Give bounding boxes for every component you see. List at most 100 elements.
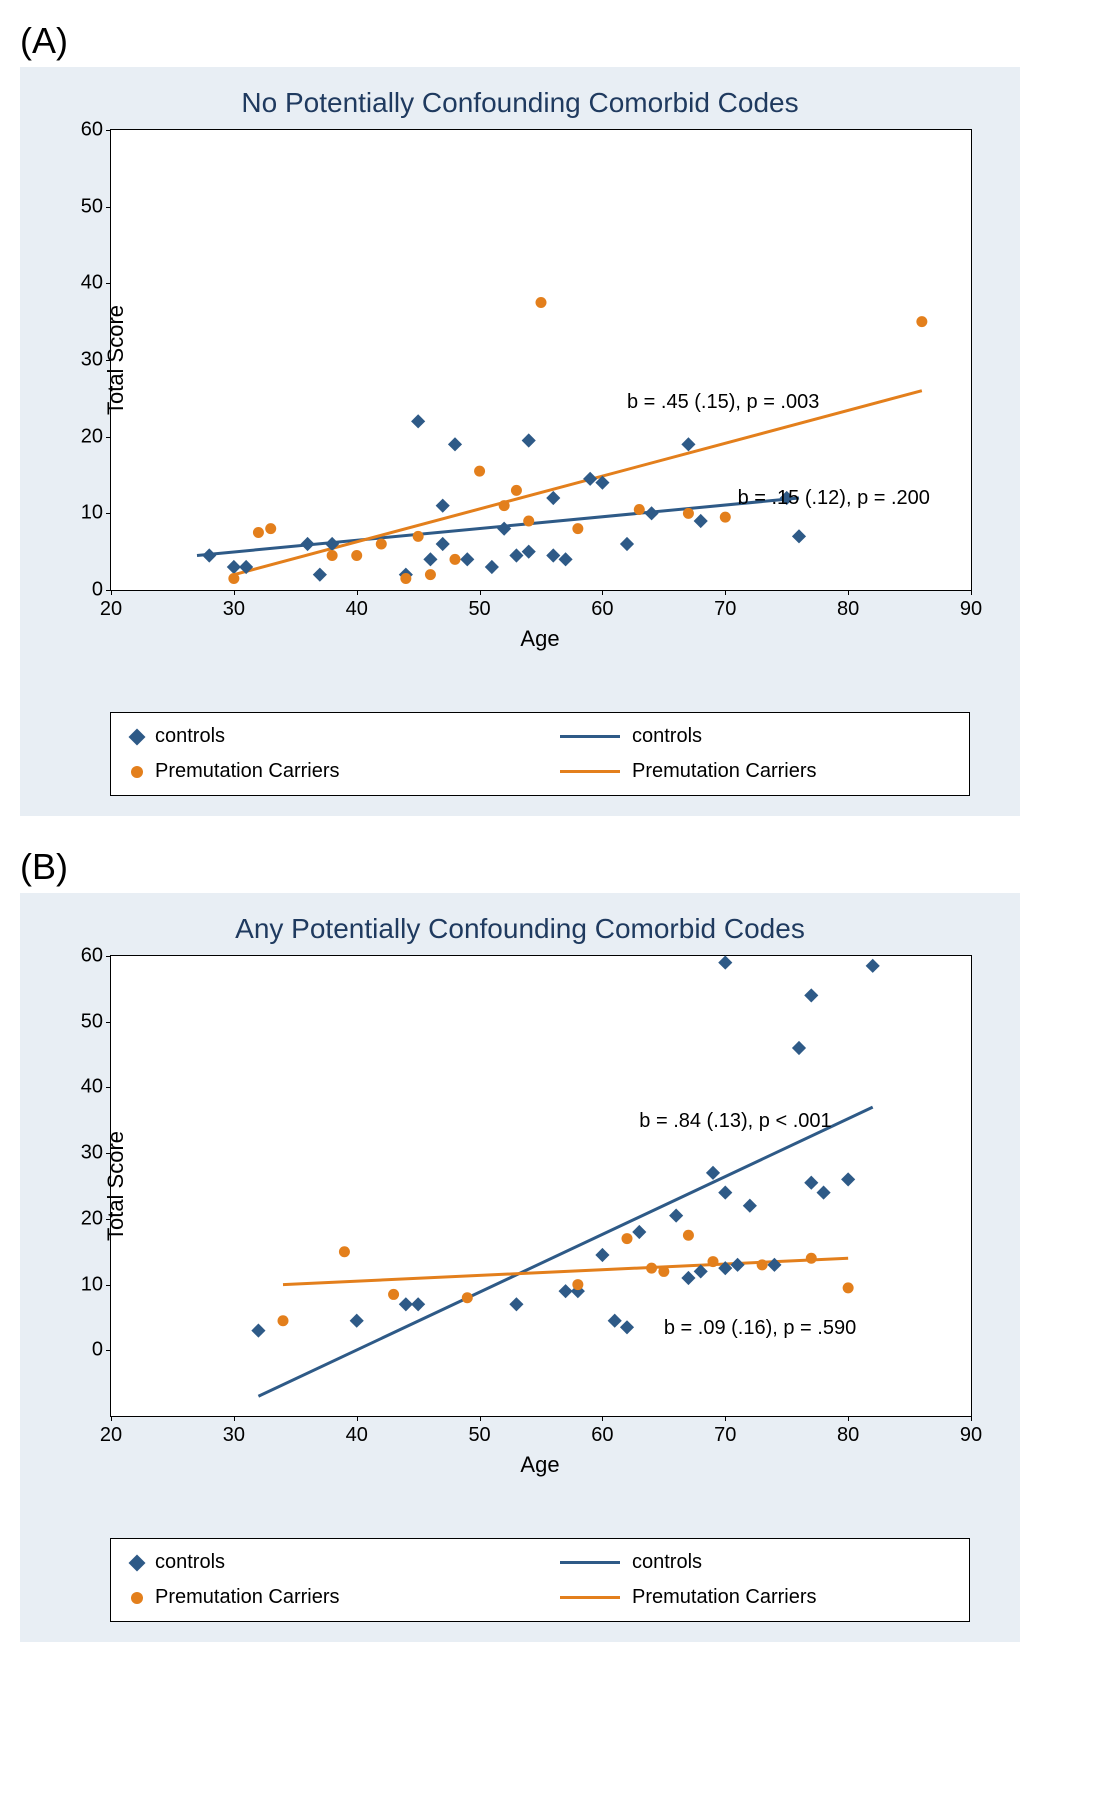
data-point-diamond [399,1297,413,1311]
x-tick-label: 40 [346,1424,368,1447]
x-tick [234,1416,235,1421]
y-tick-label: 40 [81,1076,103,1099]
y-tick-label: 30 [81,349,103,372]
data-point-diamond [485,560,499,574]
data-point-diamond [313,568,327,582]
x-tick-label: 80 [837,1424,859,1447]
data-point-diamond [841,1172,855,1186]
y-tick-label: 50 [81,1010,103,1033]
data-point-diamond [497,522,511,536]
legend-label: controls [155,725,225,748]
x-tick [357,590,358,595]
data-point-diamond [411,1297,425,1311]
legend-item: Premutation Carriers [560,1586,949,1609]
regression-line [197,498,799,556]
legend-label: Premutation Carriers [632,760,817,783]
panel-(B): (B) Any Potentially Confounding Comorbid… [20,846,1100,1642]
data-point-circle [450,554,461,565]
x-axis-label: Age [110,1452,970,1478]
data-point-circle [622,1233,633,1244]
data-point-diamond [546,491,560,505]
legend-label: Premutation Carriers [632,1586,817,1609]
data-point-circle [425,569,436,580]
y-tick-label: 50 [81,195,103,218]
data-point-circle [683,508,694,519]
x-tick-label: 80 [837,598,859,621]
legend: controls controls Premutation Carriers Prem… [110,712,970,796]
legend-item: controls [131,725,520,748]
y-tick [106,130,111,131]
x-tick [234,590,235,595]
data-point-diamond [792,1041,806,1055]
legend-diamond-icon [129,1554,146,1571]
x-tick-label: 70 [714,598,736,621]
legend-label: Premutation Carriers [155,760,340,783]
data-point-diamond [645,506,659,520]
data-point-diamond [522,433,536,447]
plot-area: Total Score 0102030405060 20304050607080… [110,129,972,591]
y-tick-label: 30 [81,1142,103,1165]
data-point-circle [376,539,387,550]
x-tick [725,1416,726,1421]
legend-item: controls [560,725,949,748]
data-point-circle [572,1279,583,1290]
data-point-circle [228,573,239,584]
data-point-circle [916,316,927,327]
data-point-diamond [620,1320,634,1334]
data-point-diamond [743,1199,757,1213]
data-point-diamond [817,1186,831,1200]
x-tick [602,1416,603,1421]
data-point-diamond [767,1258,781,1272]
data-point-circle [843,1282,854,1293]
x-tick [111,590,112,595]
x-tick [848,590,849,595]
legend-item: controls [131,1551,520,1574]
y-tick-label: 0 [92,1339,103,1362]
data-point-diamond [804,988,818,1002]
x-tick [971,1416,972,1421]
y-tick [106,1285,111,1286]
y-tick [106,1022,111,1023]
plot-svg [111,956,971,1416]
data-point-diamond [350,1314,364,1328]
panel-(A): (A) No Potentially Confounding Comorbid … [20,20,1100,816]
legend-label: Premutation Carriers [155,1586,340,1609]
chart-title: Any Potentially Confounding Comorbid Cod… [50,913,990,945]
data-point-diamond [436,499,450,513]
data-point-circle [499,500,510,511]
data-point-circle [253,527,264,538]
data-point-diamond [718,956,732,970]
data-point-diamond [559,552,573,566]
data-point-diamond [559,1284,573,1298]
legend-label: controls [632,725,702,748]
data-point-diamond [251,1324,265,1338]
chart-annotation: b = .15 (.12), p = .200 [738,487,930,510]
x-tick-label: 50 [468,1424,490,1447]
regression-line [258,1107,872,1396]
data-point-diamond [804,1176,818,1190]
data-point-circle [339,1246,350,1257]
data-point-circle [806,1253,817,1264]
x-tick [971,590,972,595]
regression-line [234,391,922,575]
chart-title: No Potentially Confounding Comorbid Code… [50,87,990,119]
data-point-diamond [718,1186,732,1200]
data-point-diamond [509,1297,523,1311]
x-tick [725,590,726,595]
y-tick [106,1087,111,1088]
x-tick [111,1416,112,1421]
legend-label: controls [632,1551,702,1574]
data-point-circle [265,523,276,534]
x-tick-label: 20 [100,598,122,621]
y-tick [106,1350,111,1351]
x-tick-label: 20 [100,1424,122,1447]
x-tick [480,1416,481,1421]
data-point-diamond [583,472,597,486]
panel-label: (B) [20,846,1100,888]
legend-line-icon [560,1561,620,1564]
x-tick [602,590,603,595]
data-point-diamond [632,1225,646,1239]
data-point-circle [708,1256,719,1267]
data-point-diamond [460,552,474,566]
data-point-diamond [669,1209,683,1223]
